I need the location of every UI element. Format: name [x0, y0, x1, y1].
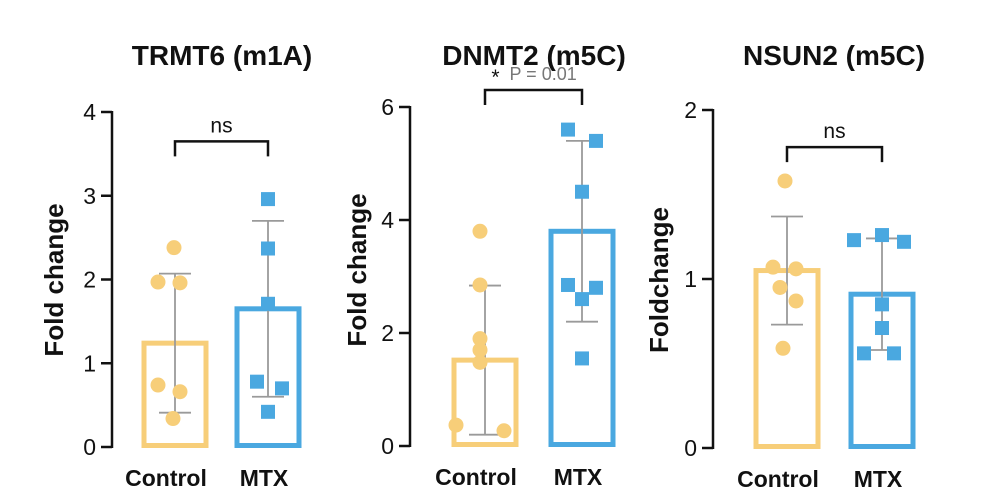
significance-label: *: [491, 66, 499, 89]
data-point-mtx: [875, 321, 889, 336]
data-point-control: [472, 331, 488, 347]
panel-nsun2: NSUN2 (m5C) Foldchange 0 1 2 ns Control MT…: [644, 40, 925, 492]
significance-bracket: ns: [785, 120, 884, 163]
category-label-mtx: MTX: [854, 466, 903, 492]
data-point-control: [472, 223, 488, 239]
data-point-control: [788, 261, 804, 277]
data-point-control: [165, 411, 181, 427]
data-point-mtx: [261, 296, 275, 311]
data-point-mtx: [575, 292, 589, 307]
data-point-control: [448, 417, 464, 433]
significance-label: ns: [823, 120, 845, 143]
significance-label: ns: [210, 114, 232, 137]
y-tick-label: 2: [381, 320, 394, 346]
panel-title: NSUN2 (m5C): [743, 40, 925, 71]
data-point-mtx: [857, 346, 871, 361]
data-point-mtx: [589, 280, 603, 295]
y-axis-label: Fold change: [39, 203, 69, 356]
data-point-mtx: [875, 228, 889, 243]
y-tick-label: 4: [381, 207, 394, 233]
panel-bars: [753, 215, 916, 449]
data-point-mtx: [561, 277, 575, 292]
y-tick-label: 6: [381, 94, 394, 120]
data-point-mtx: [887, 346, 901, 361]
data-point-mtx: [847, 233, 861, 248]
y-tick-label: 3: [83, 183, 96, 209]
data-point-control: [472, 277, 488, 293]
data-point-mtx: [261, 241, 275, 256]
panel-points: [150, 192, 289, 427]
data-point-control: [166, 240, 182, 256]
y-tick-label: 0: [684, 435, 697, 461]
y-tick-label: 2: [83, 267, 96, 293]
panel-title: TRMT6 (m1A): [132, 40, 312, 71]
significance-bracket: ns: [173, 114, 270, 157]
data-point-control: [765, 259, 781, 275]
category-label-control: Control: [435, 464, 517, 490]
bracket-line: [785, 145, 884, 163]
data-point-control: [472, 354, 488, 370]
data-point-mtx: [261, 404, 275, 419]
y-axis-label: Fold change: [342, 193, 372, 346]
data-point-mtx: [250, 374, 264, 389]
data-point-control: [472, 342, 488, 358]
y-tick-label: 4: [83, 99, 96, 125]
data-point-mtx: [589, 133, 603, 148]
y-axis-label: Foldchange: [644, 207, 674, 353]
panel-title: DNMT2 (m5C): [442, 40, 626, 71]
panel-bars: [451, 139, 616, 447]
category-label-control: Control: [737, 466, 819, 492]
panel-axes: 0 2 4 6: [381, 94, 412, 459]
y-tick-label: 2: [684, 97, 697, 123]
panel-axes: 0 1 2 3 4: [83, 99, 114, 460]
data-point-mtx: [561, 122, 575, 137]
data-point-control: [150, 377, 166, 393]
p-value-label: P = 0.01: [510, 64, 577, 84]
bracket-line: [173, 140, 270, 157]
y-tick-label: 1: [684, 266, 697, 292]
data-point-control: [172, 384, 188, 400]
y-tick-label: 0: [83, 434, 96, 460]
data-point-mtx: [575, 351, 589, 366]
data-point-control: [788, 293, 804, 309]
category-label-mtx: MTX: [554, 464, 603, 490]
data-point-control: [150, 274, 166, 290]
data-point-control: [496, 423, 512, 439]
y-tick-label: 0: [381, 433, 394, 459]
data-point-control: [172, 275, 188, 291]
data-point-control: [775, 340, 791, 356]
category-label-mtx: MTX: [240, 465, 289, 491]
data-point-control: [777, 173, 793, 189]
significance-bracket: * P = 0.01: [483, 64, 584, 106]
data-point-mtx: [275, 381, 289, 396]
y-tick-label: 1: [83, 350, 96, 376]
data-point-mtx: [875, 297, 889, 312]
panel-bars: [141, 219, 302, 448]
panel-axes: 0 1 2: [684, 97, 715, 461]
data-point-mtx: [261, 192, 275, 207]
data-point-mtx: [575, 184, 589, 199]
panel-points: [448, 122, 603, 439]
data-point-mtx: [897, 234, 911, 249]
panel-trmt6: TRMT6 (m1A) Fold change 0 1 2 3 4 ns Control…: [39, 40, 312, 491]
data-point-control: [772, 279, 788, 295]
bracket-line: [483, 88, 584, 106]
category-label-control: Control: [125, 465, 207, 491]
panel-points: [765, 173, 911, 361]
